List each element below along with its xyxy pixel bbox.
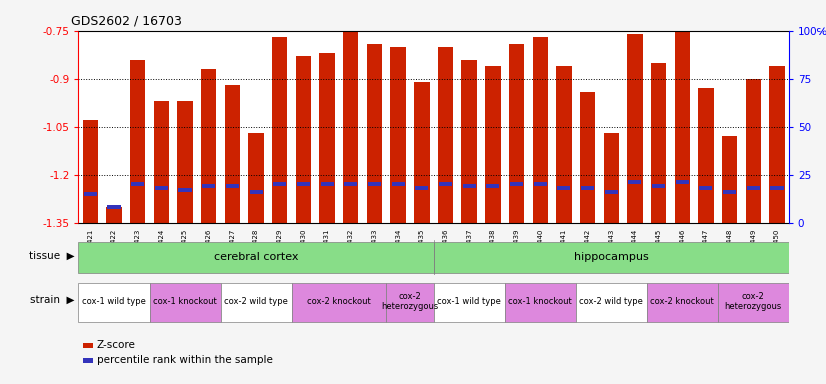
- Bar: [387, 283, 434, 322]
- Text: cox-2 knockout: cox-2 knockout: [650, 297, 714, 306]
- Text: tissue  ▶: tissue ▶: [29, 250, 74, 261]
- Text: percentile rank within the sample: percentile rank within the sample: [97, 355, 273, 365]
- Bar: [581, 186, 594, 190]
- Text: cox-1 knockout: cox-1 knockout: [153, 297, 217, 306]
- Bar: [78, 283, 150, 322]
- Bar: [368, 182, 381, 186]
- Bar: [700, 186, 713, 190]
- Bar: [676, 180, 689, 184]
- Bar: [718, 283, 789, 322]
- Bar: [558, 186, 571, 190]
- Bar: [771, 186, 784, 190]
- Bar: [414, 82, 430, 223]
- Bar: [415, 186, 429, 190]
- Bar: [249, 190, 263, 194]
- Bar: [769, 66, 785, 223]
- Bar: [647, 283, 718, 322]
- Text: cox-1 wild type: cox-1 wild type: [82, 297, 146, 306]
- Bar: [272, 37, 287, 223]
- Text: GDS2602 / 16703: GDS2602 / 16703: [71, 15, 183, 28]
- Text: cox-2 wild type: cox-2 wild type: [224, 297, 288, 306]
- Bar: [438, 47, 453, 223]
- Bar: [605, 190, 618, 194]
- Bar: [367, 43, 382, 223]
- Bar: [154, 186, 168, 190]
- Text: cerebral cortex: cerebral cortex: [214, 252, 298, 262]
- Bar: [131, 182, 145, 186]
- Bar: [225, 184, 239, 188]
- Bar: [178, 101, 192, 223]
- Bar: [273, 182, 287, 186]
- Bar: [130, 60, 145, 223]
- Bar: [202, 184, 216, 188]
- Bar: [485, 66, 501, 223]
- Bar: [343, 31, 358, 223]
- Text: hippocampus: hippocampus: [574, 252, 648, 262]
- Text: cox-2 wild type: cox-2 wild type: [579, 297, 643, 306]
- Bar: [463, 184, 476, 188]
- Bar: [510, 182, 523, 186]
- Bar: [651, 63, 667, 223]
- Text: cox-1 wild type: cox-1 wild type: [437, 297, 501, 306]
- Bar: [462, 60, 477, 223]
- Bar: [509, 43, 525, 223]
- Bar: [580, 91, 596, 223]
- Bar: [292, 283, 387, 322]
- Bar: [178, 188, 192, 192]
- Bar: [439, 182, 452, 186]
- Bar: [556, 66, 572, 223]
- Bar: [320, 53, 335, 223]
- Text: cox-2 knockout: cox-2 knockout: [307, 297, 371, 306]
- Bar: [154, 101, 169, 223]
- Bar: [391, 47, 406, 223]
- Bar: [107, 207, 121, 223]
- Text: strain  ▶: strain ▶: [30, 295, 74, 305]
- Bar: [604, 133, 619, 223]
- Bar: [78, 242, 434, 273]
- Bar: [150, 283, 221, 322]
- Bar: [698, 88, 714, 223]
- Bar: [296, 56, 311, 223]
- Text: cox-1 knockout: cox-1 knockout: [508, 297, 572, 306]
- Text: Z-score: Z-score: [97, 340, 135, 350]
- Bar: [221, 283, 292, 322]
- Bar: [83, 120, 98, 223]
- Bar: [627, 34, 643, 223]
- Bar: [534, 182, 547, 186]
- Bar: [434, 242, 789, 273]
- Bar: [225, 85, 240, 223]
- Bar: [652, 184, 665, 188]
- Bar: [675, 31, 690, 223]
- Bar: [297, 182, 310, 186]
- Bar: [722, 136, 738, 223]
- Text: cox-2
heterozygous: cox-2 heterozygous: [382, 292, 439, 311]
- Bar: [201, 69, 216, 223]
- Bar: [434, 283, 505, 322]
- Bar: [746, 79, 761, 223]
- Bar: [487, 184, 500, 188]
- Bar: [320, 182, 334, 186]
- Bar: [576, 283, 647, 322]
- Bar: [747, 186, 760, 190]
- Bar: [629, 180, 642, 184]
- Bar: [723, 190, 736, 194]
- Bar: [505, 283, 576, 322]
- Bar: [249, 133, 263, 223]
- Bar: [392, 182, 405, 186]
- Bar: [107, 205, 121, 209]
- Bar: [83, 192, 97, 196]
- Bar: [344, 182, 358, 186]
- Bar: [533, 37, 548, 223]
- Text: cox-2
heterozygous: cox-2 heterozygous: [724, 292, 782, 311]
